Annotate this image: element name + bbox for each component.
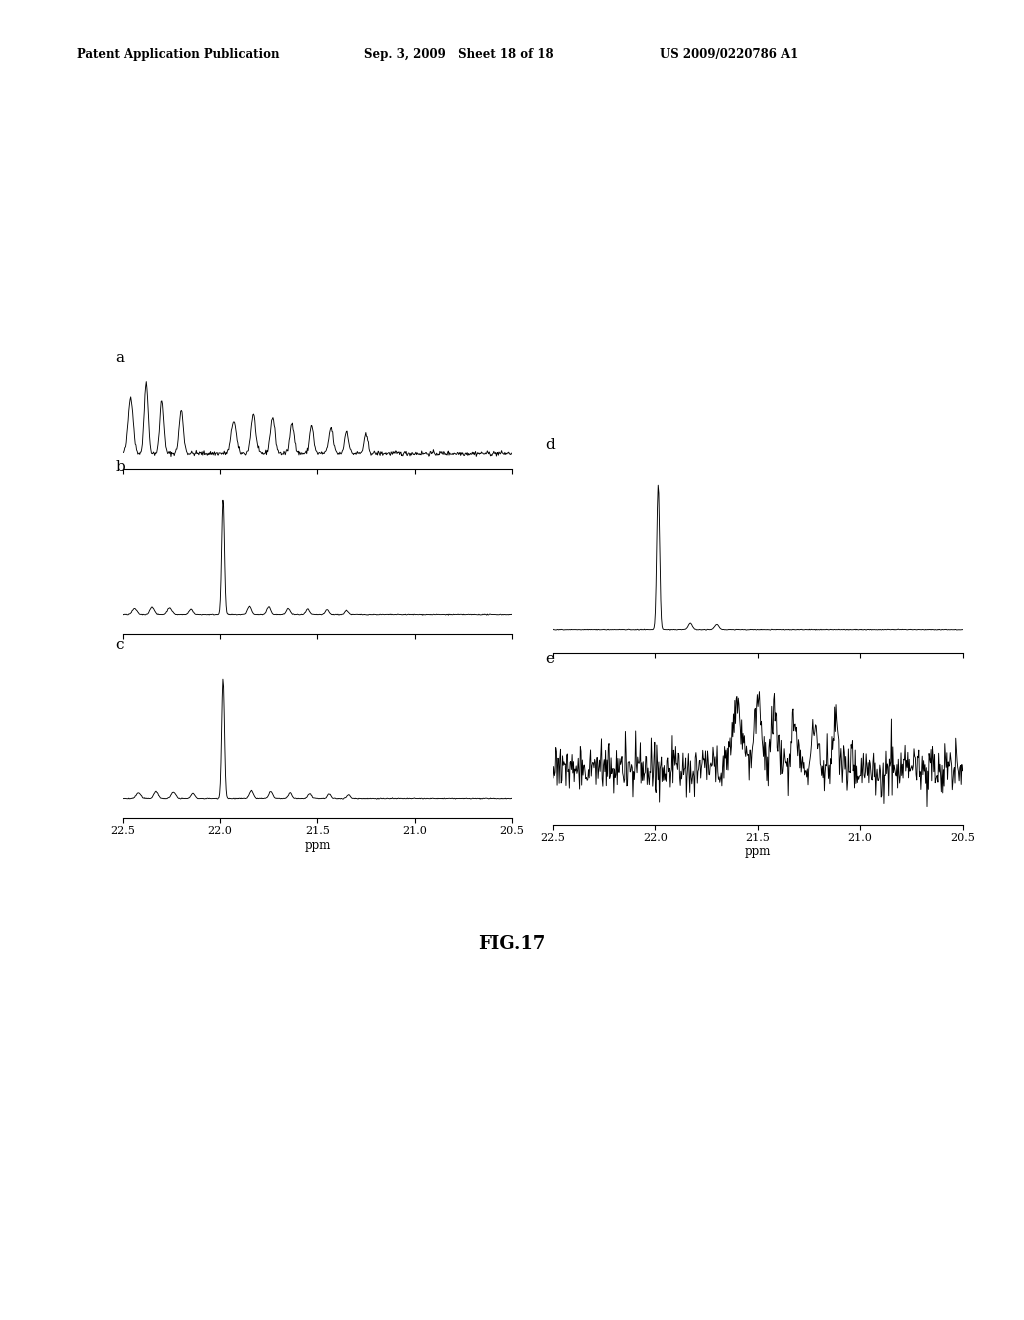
- X-axis label: ppm: ppm: [304, 838, 331, 851]
- Text: e: e: [545, 652, 554, 665]
- Text: FIG.17: FIG.17: [478, 935, 546, 953]
- Text: c: c: [115, 638, 124, 652]
- Text: b: b: [115, 461, 125, 474]
- Text: US 2009/0220786 A1: US 2009/0220786 A1: [660, 48, 799, 61]
- Text: Patent Application Publication: Patent Application Publication: [77, 48, 280, 61]
- Text: a: a: [115, 351, 124, 364]
- Text: d: d: [545, 438, 555, 453]
- X-axis label: ppm: ppm: [744, 845, 771, 858]
- Text: Sep. 3, 2009   Sheet 18 of 18: Sep. 3, 2009 Sheet 18 of 18: [364, 48, 553, 61]
